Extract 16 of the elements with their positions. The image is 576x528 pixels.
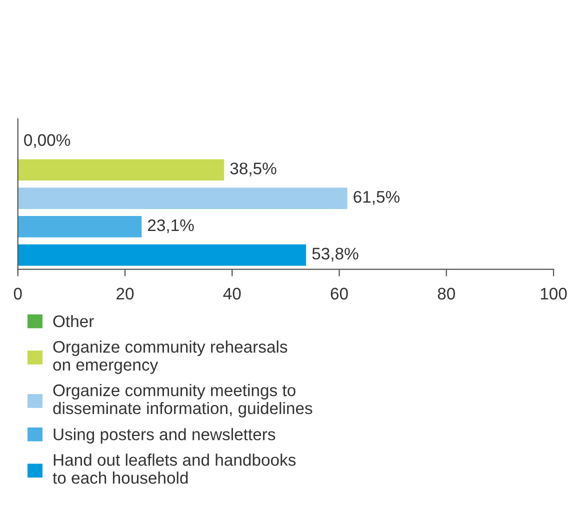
data-label: 23,1% xyxy=(148,219,194,234)
x-tick-label: 0 xyxy=(14,288,22,300)
legend-label: Organize community rehearsals on emergency xyxy=(53,340,288,374)
data-label: 0,00% xyxy=(24,134,70,148)
legend-label: Organize community meetings to disseminate information, guidelines xyxy=(53,384,312,418)
x-tick-label: 60 xyxy=(330,288,348,300)
legend-label: Using posters and newsletters xyxy=(54,428,276,444)
legend-label: Other xyxy=(53,314,94,328)
x-tick-label: 80 xyxy=(438,288,456,300)
legend-label: Hand out leaflets and handbooks to each household xyxy=(52,454,296,484)
x-tick-label: 40 xyxy=(223,288,241,300)
data-label: 38,5% xyxy=(230,162,276,176)
data-label: 61,5% xyxy=(354,190,400,205)
x-tick-label: 20 xyxy=(116,288,134,300)
x-tick-label: 100 xyxy=(540,288,567,300)
data-label: 53,8% xyxy=(312,248,358,262)
